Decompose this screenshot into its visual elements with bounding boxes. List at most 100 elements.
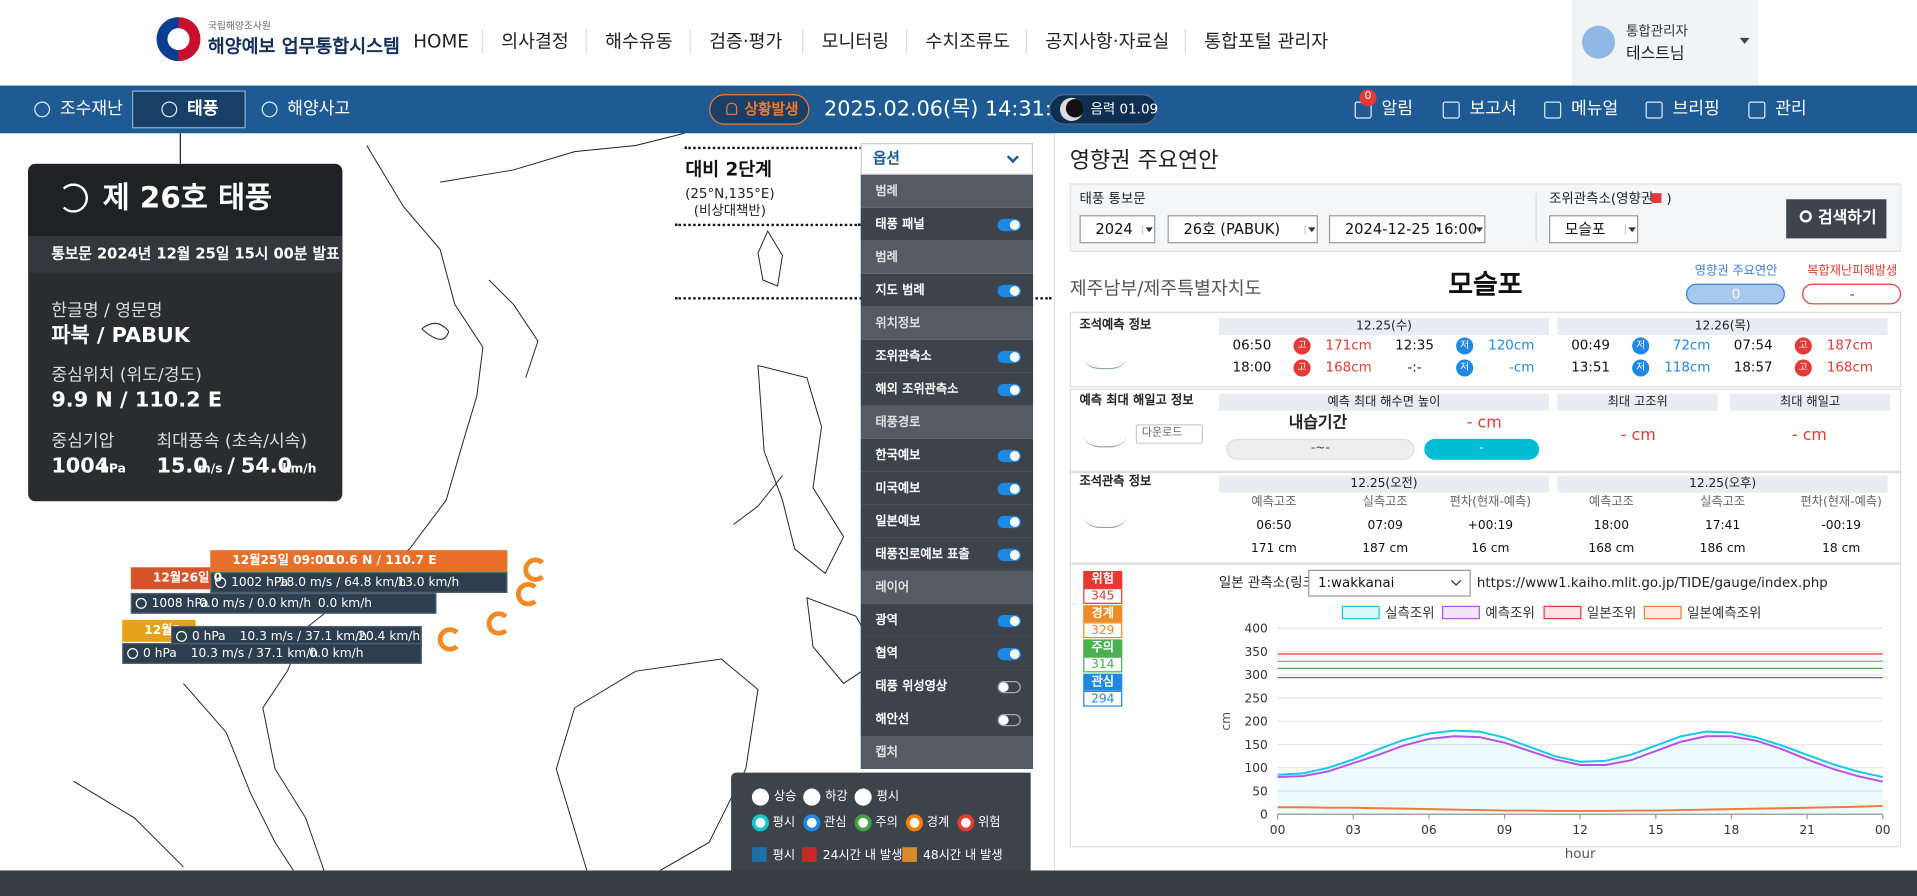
occurrence-swatch — [902, 847, 917, 862]
y-tick-label: 250 — [1244, 691, 1267, 705]
alert-count: 0 — [1364, 90, 1372, 103]
badge — [1685, 283, 1785, 305]
level-label: 위험 — [978, 816, 1001, 830]
y-tick-label: 200 — [1244, 715, 1267, 729]
layer-section-label: 범례 — [875, 184, 898, 199]
tab-active[interactable] — [132, 90, 246, 129]
occurrence-label: 48시간 내 발생 — [923, 849, 1003, 863]
obs-col-header: 편차(현재-예측) — [1800, 495, 1882, 510]
tide-level: -cm — [1508, 359, 1535, 376]
layer-section — [860, 735, 1034, 770]
tide-type: 고 — [1798, 339, 1808, 351]
popup-row — [130, 592, 437, 614]
user-caret[interactable] — [1739, 37, 1750, 45]
bulletin: 통보문 2024년 12월 25일 15시 00분 발표 — [51, 245, 340, 263]
badge-value: - — [1849, 286, 1855, 302]
layer-title: 옵션 — [872, 149, 900, 167]
popup-time: 12월25일 09:00 — [232, 554, 332, 568]
action[interactable]: 보고서 — [1469, 99, 1517, 119]
form-label: 조위관측소(영향권: — [1549, 190, 1658, 207]
popup-wind: 10.3 m/s / 37.1 km/h — [239, 630, 368, 644]
layer-label: 태풍 위성영상 — [875, 679, 948, 694]
action[interactable]: 알림 — [1381, 99, 1414, 119]
sea-level-pill — [1424, 438, 1540, 460]
layer-section — [860, 174, 1034, 208]
trend-label: 평시 — [876, 790, 900, 804]
action-icon — [1544, 101, 1562, 119]
nav-item[interactable]: 통합포털 관리자 — [1204, 30, 1329, 53]
tab[interactable]: 해양사고 — [287, 99, 351, 119]
link-select[interactable] — [1308, 569, 1471, 597]
x-axis-label: hour — [1565, 847, 1596, 862]
layer-label: 한국예보 — [875, 448, 921, 463]
layer-header[interactable] — [860, 143, 1034, 175]
popup-icon — [135, 597, 147, 609]
name-label: 한글명 / 영문명 — [51, 301, 163, 321]
trend-icon — [854, 788, 872, 806]
layer-section-label: 태풍경로 — [875, 415, 921, 430]
select-caret — [1475, 227, 1483, 233]
datetime: 2025.02.06(목) 14:31:12 — [824, 97, 1079, 122]
toolbar — [0, 85, 1917, 134]
nav-item[interactable]: 수치조류도 — [925, 30, 1010, 53]
pressure-label: 중심기압 — [51, 431, 115, 452]
layer-label: 조위관측소 — [875, 349, 932, 364]
x-tick-label: 00 — [1875, 823, 1891, 837]
select[interactable] — [1167, 215, 1318, 244]
popup-speed: 0.0 km/h — [309, 647, 364, 661]
toggle[interactable] — [997, 713, 1021, 727]
name: 파북 / PABUK — [51, 323, 190, 349]
action[interactable]: 브리핑 — [1672, 99, 1720, 119]
download-button[interactable] — [1135, 424, 1204, 444]
x-tick-label: 03 — [1345, 823, 1361, 837]
nav-item[interactable]: 검증·평가 — [709, 30, 783, 53]
level-label: 주의 — [875, 816, 898, 830]
nav-item[interactable]: 모니터링 — [821, 30, 890, 53]
station: 모슬포 — [1448, 270, 1523, 301]
action[interactable]: 메뉴얼 — [1571, 99, 1619, 119]
link-url[interactable]: https://www1.kaiho.mlit.go.jp/TIDE/gauge… — [1476, 574, 1828, 591]
nav-item[interactable]: 의사결정 — [501, 30, 569, 53]
tide-type-dot — [1794, 359, 1812, 377]
nav-item[interactable]: HOME — [413, 30, 469, 53]
popup-position: 10.6 N / 110.7 E — [327, 554, 437, 568]
alert-badge — [1359, 89, 1377, 107]
trend-icon — [751, 788, 770, 806]
threshold-label-box — [1083, 605, 1123, 623]
toggle-knob — [1009, 484, 1020, 494]
tide-time: 18:57 — [1733, 359, 1773, 376]
nav-item[interactable]: 공지사항·자료실 — [1045, 30, 1170, 53]
level-ring — [751, 814, 770, 832]
toggle-knob — [1009, 649, 1020, 659]
form-label: 태풍 통보문 — [1079, 190, 1146, 207]
select[interactable] — [1328, 215, 1486, 244]
status-pill[interactable] — [709, 94, 810, 125]
level-label: 경계 — [926, 816, 950, 830]
level-ring — [854, 814, 872, 832]
obs-cell: 07:09 — [1367, 518, 1403, 533]
popup-wind: 18.0 m/s / 64.8 km/h — [278, 576, 407, 590]
toggle[interactable] — [997, 680, 1021, 694]
period: -~- — [1310, 441, 1330, 456]
search-text: 검색하기 — [1817, 208, 1877, 228]
typhoon-symbol — [515, 581, 541, 607]
period-label: 내습기간 — [1288, 414, 1348, 433]
center-label: 중심위치 (위도/경도) — [51, 365, 202, 386]
tab[interactable]: 조수재난 — [59, 99, 123, 119]
tab[interactable]: 태풍 — [187, 99, 219, 119]
y-tick-label: 300 — [1244, 668, 1267, 682]
y-axis-label: cm — [1219, 712, 1233, 731]
select[interactable] — [1549, 215, 1639, 244]
threshold-value-box — [1083, 690, 1123, 707]
panel-title: 영향권 주요연안 — [1069, 148, 1219, 174]
x-tick-label: 00 — [1270, 823, 1286, 837]
nav-item[interactable]: 해수유동 — [605, 30, 673, 53]
action[interactable]: 관리 — [1775, 99, 1807, 119]
tide-level: 120cm — [1488, 337, 1535, 354]
toggle-knob — [1009, 451, 1020, 461]
select-value: 2024 — [1095, 220, 1133, 238]
badge — [1802, 283, 1902, 305]
y-tick-label: 150 — [1244, 738, 1267, 752]
